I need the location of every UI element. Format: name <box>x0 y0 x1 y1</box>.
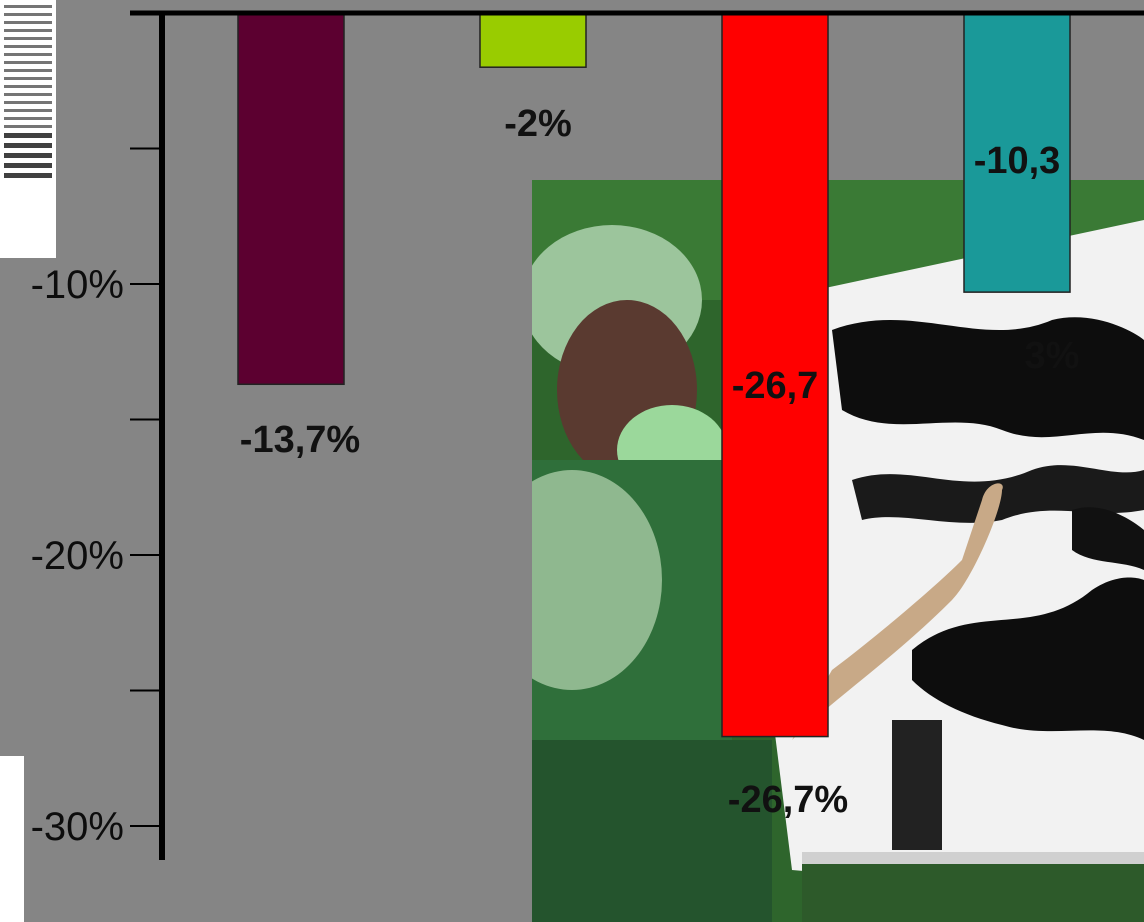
bar-4 <box>963 12 1071 293</box>
y-tick-label: -10% <box>31 263 124 307</box>
bar-data-label-4: -10,3 <box>974 140 1061 182</box>
bar-3 <box>721 12 829 738</box>
bar-inner-label-3: -26,7 <box>732 365 819 407</box>
y-tick-label: -30% <box>31 805 124 849</box>
y-tick-label: -20% <box>31 534 124 578</box>
bar-data-label-3: -26,7% <box>728 779 848 821</box>
bar-inner-label-4: 3% <box>1025 335 1080 377</box>
bar-1 <box>237 12 345 386</box>
bar-2 <box>479 12 587 68</box>
bar-data-label-2: -2% <box>504 103 572 145</box>
newspaper-clipping-top <box>0 0 56 258</box>
newspaper-clipping-bottom <box>0 756 24 922</box>
bar-data-label-1: -13,7% <box>240 419 360 461</box>
